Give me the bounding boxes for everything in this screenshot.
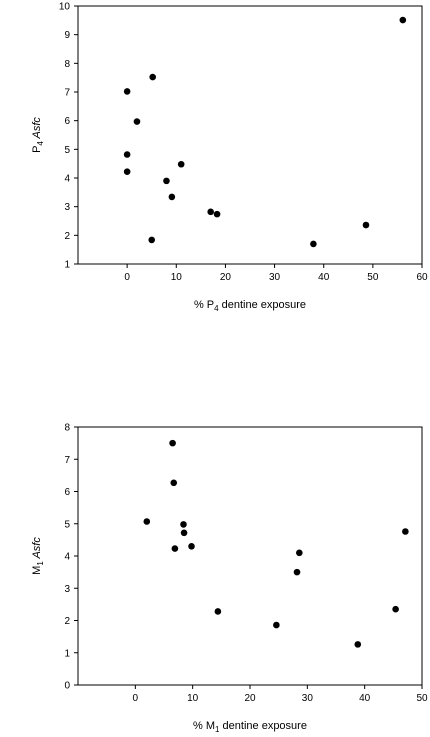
y-axis-label-italic: Asfc — [31, 117, 43, 142]
y-tick-label: 7 — [64, 88, 70, 99]
y-tick-label: 0 — [64, 681, 70, 692]
y-axis-label-prefix: P — [31, 146, 43, 153]
x-tick-label: 40 — [359, 693, 371, 704]
y-tick-label: 2 — [64, 616, 70, 627]
y-tick-label: 4 — [64, 174, 70, 185]
data-point — [123, 168, 131, 175]
data-point — [273, 621, 280, 629]
y-tick-label: 8 — [64, 423, 70, 434]
x-axis-label-prefix: % P — [194, 299, 214, 311]
data-point — [170, 479, 178, 487]
y-tick-label: 10 — [59, 2, 71, 13]
data-point — [310, 240, 317, 248]
y-tick-label: 7 — [64, 455, 70, 466]
data-point — [169, 439, 176, 447]
y-tick-label: 5 — [64, 519, 70, 530]
y-axis-label: M1 Asfc — [31, 537, 45, 575]
x-ticks: 0 10 20 30 40 50 — [133, 685, 428, 704]
y-axis-label-italic: Asfc — [31, 537, 43, 562]
x-tick-label: 20 — [244, 693, 256, 704]
x-axis-label-sub: 1 — [215, 725, 220, 734]
y-axis-label-sub: 4 — [36, 141, 45, 146]
x-tick-label: 60 — [416, 272, 428, 283]
y-ticks: 0 1 2 3 4 5 6 7 8 — [64, 423, 78, 692]
x-axis-label-sub: 4 — [214, 304, 219, 313]
y-tick-label: 1 — [64, 260, 70, 271]
data-point — [123, 151, 131, 158]
data-point — [123, 88, 131, 95]
x-axis-label-suffix: dentine exposure — [220, 720, 307, 732]
x-tick-label: 10 — [187, 693, 199, 704]
y-tick-label: 5 — [64, 145, 70, 156]
data-point — [168, 193, 176, 201]
x-tick-label: 40 — [318, 272, 330, 283]
x-axis-label-prefix: % M — [193, 720, 215, 732]
data-point — [399, 16, 407, 24]
data-point — [180, 529, 188, 537]
y-tick-label: 4 — [64, 552, 70, 563]
data-point — [171, 545, 179, 552]
y-tick-label: 1 — [64, 648, 70, 659]
y-tick-label: 3 — [64, 584, 70, 595]
x-tick-label: 0 — [124, 272, 130, 283]
data-point — [392, 605, 399, 613]
data-point — [149, 73, 156, 81]
data-point — [214, 608, 222, 615]
y-ticks: 1 2 3 4 5 6 7 8 9 10 — [59, 2, 78, 271]
y-tick-label: 8 — [64, 59, 70, 70]
plot-frame — [77, 426, 423, 686]
data-point — [148, 236, 156, 244]
x-tick-label: 20 — [220, 272, 232, 283]
data-point — [402, 528, 409, 535]
data-point — [180, 521, 187, 528]
x-axis-label-suffix: dentine exposure — [219, 299, 306, 311]
data-point — [213, 210, 221, 218]
y-tick-label: 6 — [64, 116, 70, 127]
x-tick-label: 30 — [302, 693, 314, 704]
x-axis-label: % P4 dentine exposure — [194, 299, 306, 313]
x-tick-label: 0 — [133, 693, 139, 704]
data-point — [177, 160, 185, 168]
data-points — [123, 16, 407, 248]
y-tick-label: 9 — [64, 30, 70, 41]
y-axis-label-sub: 1 — [36, 561, 45, 566]
data-points — [143, 439, 409, 648]
x-tick-label: 50 — [416, 693, 428, 704]
x-ticks: 0 10 20 30 40 50 60 — [124, 264, 428, 283]
data-point — [362, 221, 370, 229]
data-point — [188, 543, 195, 550]
data-point — [207, 208, 214, 216]
y-tick-label: 3 — [64, 202, 70, 213]
x-tick-label: 50 — [367, 272, 379, 283]
y-tick-label: 2 — [64, 231, 70, 242]
data-point — [163, 177, 170, 185]
data-point — [296, 549, 303, 557]
y-axis-label: P4 Asfc — [31, 117, 45, 153]
x-tick-label: 10 — [171, 272, 183, 283]
data-point — [293, 568, 301, 576]
data-point — [133, 118, 141, 125]
data-point — [143, 518, 151, 525]
data-point — [354, 641, 362, 648]
y-tick-label: 6 — [64, 487, 70, 498]
y-axis-label-prefix: M — [31, 566, 43, 575]
plot-frame — [77, 5, 423, 265]
x-tick-label: 30 — [269, 272, 281, 283]
x-axis-label: % M1 dentine exposure — [193, 720, 307, 734]
